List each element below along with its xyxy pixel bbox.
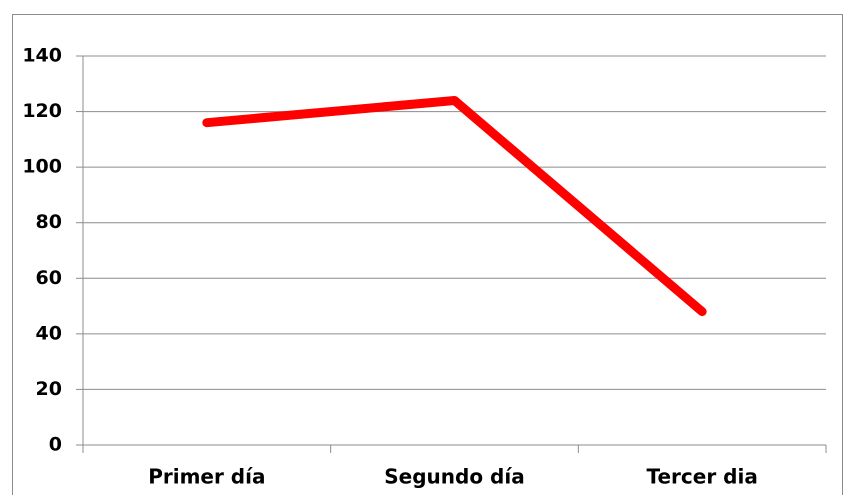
y-tick-label: 40	[36, 322, 62, 344]
y-tick-label: 60	[36, 267, 62, 289]
y-tick-label: 100	[22, 156, 62, 178]
x-tick-label: Tercer dia	[647, 465, 758, 489]
y-tick-label: 0	[49, 434, 62, 456]
y-tick-label: 120	[22, 100, 62, 122]
x-tick-label: Segundo día	[384, 465, 524, 489]
data-line	[202, 95, 707, 317]
x-tick-label: Primer día	[148, 465, 265, 489]
y-tick-label: 140	[22, 45, 62, 67]
y-tick-label: 80	[36, 211, 62, 233]
y-tick-label: 20	[36, 378, 62, 400]
chart-frame	[12, 14, 843, 499]
